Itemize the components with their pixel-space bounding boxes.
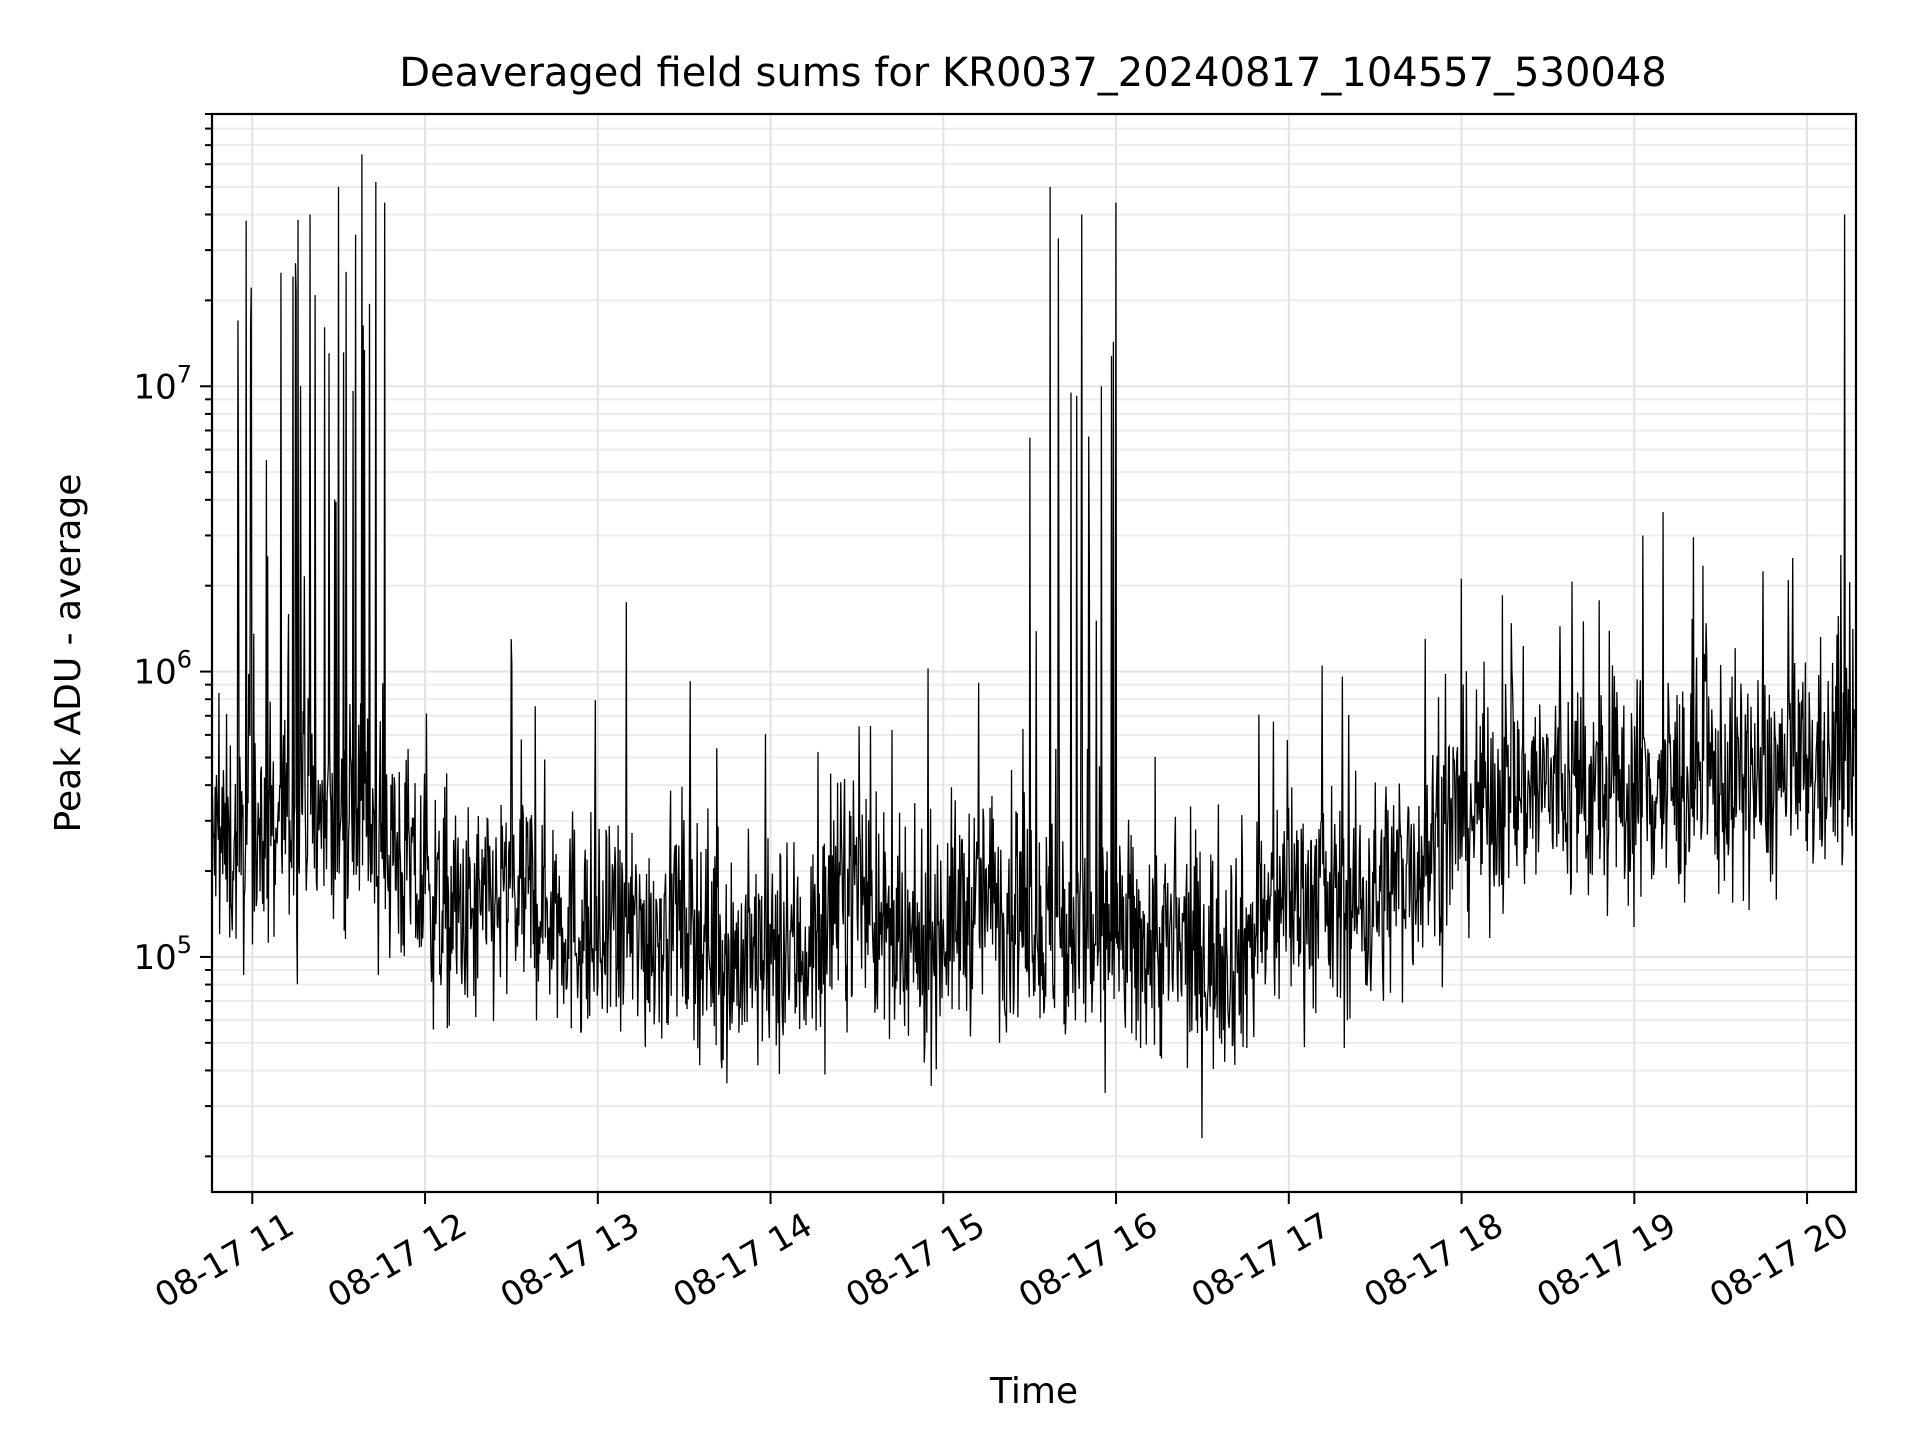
plot-frame xyxy=(210,112,1858,1194)
series-line xyxy=(211,154,1857,1139)
y-tick-label: 107 xyxy=(133,360,192,407)
grid xyxy=(212,113,1856,1192)
x-tick-label: 08-17 12 xyxy=(321,1205,473,1316)
x-tick-label: 08-17 15 xyxy=(839,1205,991,1316)
chart-title: Deaveraged field sums for KR0037_2024081… xyxy=(399,50,1667,96)
x-tick-label: 08-17 18 xyxy=(1358,1205,1510,1316)
y-tick-label: 105 xyxy=(133,931,192,978)
y-tick-label: 106 xyxy=(133,646,192,693)
y-axis: 105 106 107 xyxy=(133,113,212,1158)
x-axis-label: Time xyxy=(989,1371,1078,1412)
x-tick-label: 08-17 20 xyxy=(1703,1205,1855,1316)
x-tick-label: 08-17 17 xyxy=(1185,1205,1337,1316)
x-tick-label: 08-17 13 xyxy=(494,1205,646,1316)
x-axis: 08-17 11 08-17 12 08-17 13 08-17 14 08-17 15… xyxy=(148,1192,1856,1316)
y-axis-label: Peak ADU - average xyxy=(48,474,89,833)
x-tick-label: 08-17 19 xyxy=(1530,1205,1682,1316)
x-tick-label: 08-17 16 xyxy=(1012,1205,1164,1316)
x-tick-label: 08-17 11 xyxy=(148,1205,300,1316)
x-tick-label: 08-17 14 xyxy=(667,1205,819,1316)
